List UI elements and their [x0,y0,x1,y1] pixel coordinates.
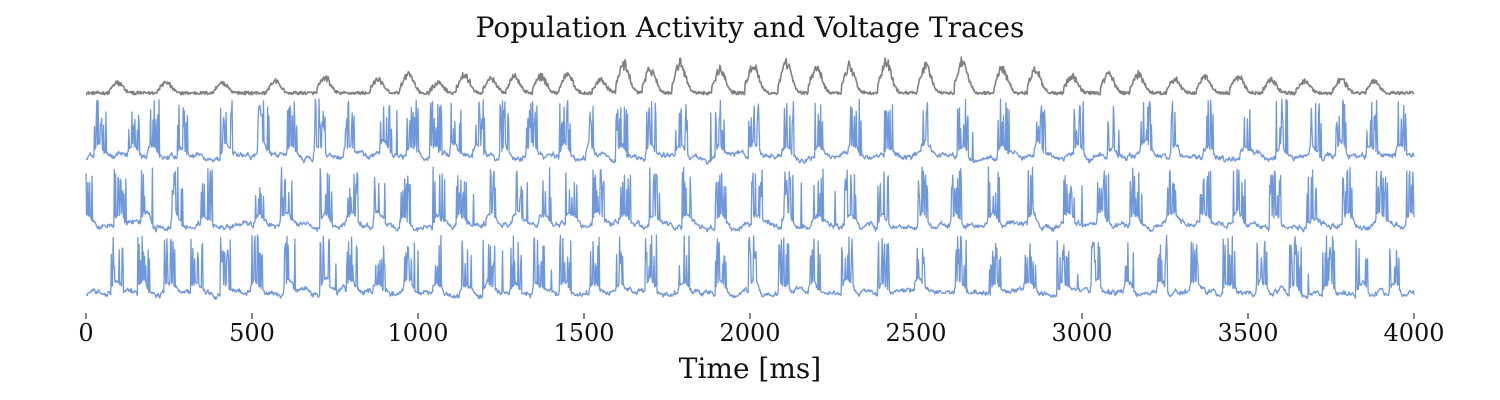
x-tick-label-3: 1500 [553,319,614,347]
voltage-trace-3 [85,234,1415,301]
x-tick-label-0: 0 [78,319,93,347]
voltage-trace-2 [85,166,1415,233]
x-tick-label-8: 4000 [1383,319,1444,347]
voltage-trace-1 [85,98,1415,165]
x-tick-label-5: 2500 [885,319,946,347]
population-activity-trace [85,56,1415,96]
x-tick-label-1: 500 [229,319,275,347]
x-axis-label: Time [ms] [679,352,821,385]
chart-title: Population Activity and Voltage Traces [476,11,1025,44]
x-tick-label-6: 3000 [1051,319,1112,347]
x-tick-label-2: 1000 [387,319,448,347]
x-axis: 0 500 1000 1500 2000 2500 3000 3500 4000 [78,313,1445,347]
traces-area [85,56,1415,301]
x-tick-label-4: 2000 [719,319,780,347]
x-tick-label-7: 3500 [1217,319,1278,347]
